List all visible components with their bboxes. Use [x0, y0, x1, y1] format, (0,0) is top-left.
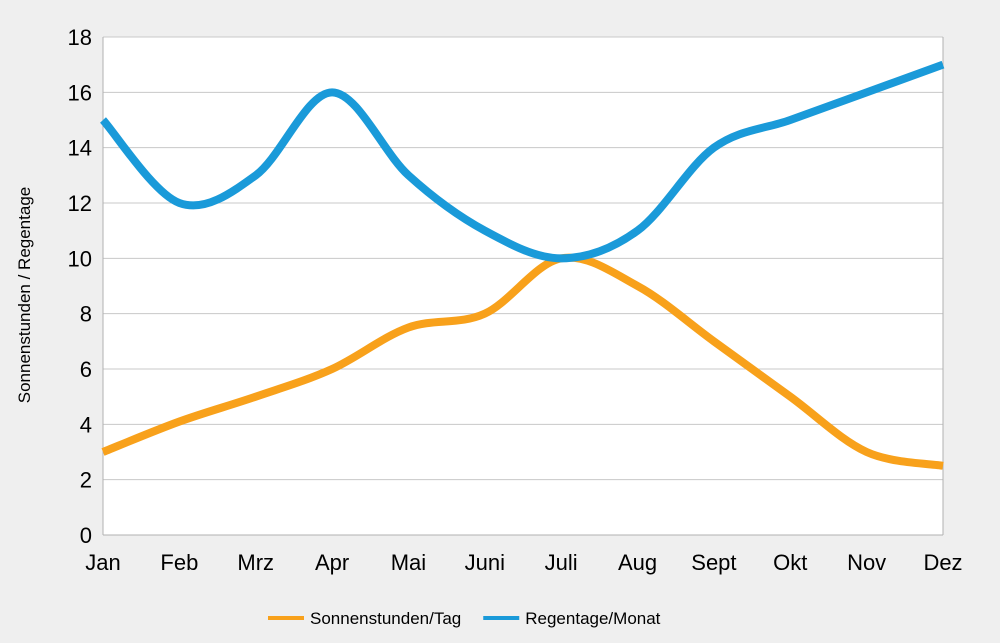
x-tick-label: Apr	[315, 550, 349, 575]
x-tick-label: Aug	[618, 550, 657, 575]
y-tick-labels: 0 2 4 6 8 10 12 14 16 18	[68, 25, 92, 548]
x-tick-label: Jan	[85, 550, 120, 575]
series-line-1	[99, 60, 945, 263]
y-tick-label: 18	[68, 25, 92, 50]
x-tick-label: Mai	[391, 550, 426, 575]
series-lines	[99, 60, 945, 470]
y-axis-title: Sonnenstunden / Regentage	[15, 187, 34, 403]
x-tick-labels: Jan Feb Mrz Apr Mai Juni Juli Aug Sept Okt Nov Dez	[85, 550, 962, 575]
x-tick-label: Juni	[465, 550, 505, 575]
grid-lines	[103, 36, 943, 481]
x-tick-label: Mrz	[237, 550, 274, 575]
y-tick-label: 10	[68, 246, 92, 271]
x-tick-label: Nov	[847, 550, 886, 575]
legend-label: Regentage/Monat	[525, 609, 660, 628]
x-tick-label: Feb	[160, 550, 198, 575]
x-tick-label: Juli	[545, 550, 578, 575]
y-tick-label: 8	[80, 302, 92, 327]
x-tick-label: Dez	[923, 550, 962, 575]
legend: Sonnenstunden/Tag Regentage/Monat	[268, 609, 661, 628]
y-tick-label: 6	[80, 357, 92, 382]
y-tick-label: 2	[80, 468, 92, 493]
series-line-0	[101, 253, 944, 470]
y-tick-label: 12	[68, 191, 92, 216]
x-tick-label: Okt	[773, 550, 807, 575]
legend-label: Sonnenstunden/Tag	[310, 609, 461, 628]
y-tick-label: 16	[68, 80, 92, 105]
y-tick-label: 14	[68, 136, 92, 161]
y-tick-label: 0	[80, 523, 92, 548]
y-tick-label: 4	[80, 412, 92, 437]
x-tick-label: Sept	[691, 550, 736, 575]
